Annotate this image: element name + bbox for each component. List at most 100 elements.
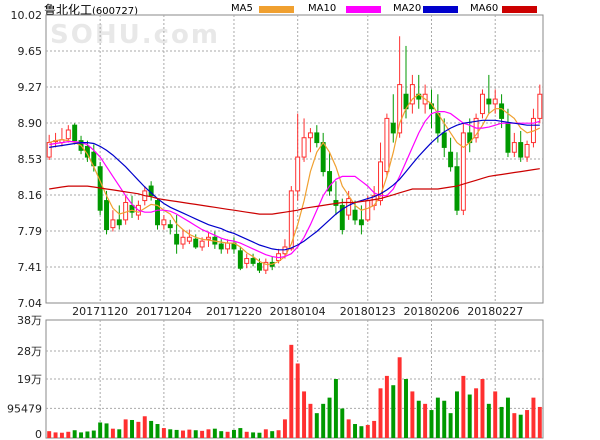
volume-bar — [219, 431, 224, 438]
volume-bar — [404, 379, 408, 438]
price-tick-label: 7.79 — [18, 225, 43, 238]
volume-bar — [53, 432, 58, 438]
date-tick-label: 20180206 — [403, 305, 459, 318]
candle-body — [301, 137, 307, 158]
volume-bar — [359, 426, 364, 438]
volume-bar — [193, 430, 198, 438]
volume-bar — [98, 422, 103, 438]
volume-bar — [499, 406, 504, 438]
volume-tick-label: 28万 — [17, 345, 42, 358]
volume-bar — [416, 400, 421, 438]
volume-bar — [117, 429, 122, 438]
volume-bar — [155, 424, 160, 438]
stock-code: (600727) — [92, 6, 138, 17]
candle-body — [295, 156, 301, 192]
candle-body — [225, 242, 231, 250]
legend-ma5: MA5 — [231, 3, 294, 14]
volume-bar — [461, 375, 466, 438]
volume-bar — [47, 431, 52, 438]
volume-bar — [231, 429, 236, 438]
volume-bar — [525, 410, 530, 438]
candle-body — [378, 161, 383, 202]
volume-bar — [270, 431, 275, 438]
price-tick-label: 10.02 — [11, 9, 43, 22]
date-tick-label: 20180227 — [467, 305, 523, 318]
candle-body — [72, 124, 78, 142]
legend-ma10-label: MA10 — [308, 3, 337, 14]
candle-body — [46, 142, 52, 158]
candle-body — [518, 142, 524, 158]
volume-bar — [314, 413, 319, 438]
candle-body — [511, 142, 517, 153]
volume-tick-label: 95479 — [7, 402, 42, 415]
volume-bar — [136, 421, 141, 438]
volume-bar — [206, 429, 211, 438]
candle-body — [206, 236, 211, 240]
volume-bar — [384, 375, 389, 438]
volume-bar — [244, 431, 249, 438]
candle-body — [390, 122, 396, 134]
legend-ma5-swatch — [259, 6, 294, 13]
candle-body — [174, 233, 180, 245]
candle-body — [454, 166, 460, 211]
volume-bar — [282, 419, 287, 438]
candle-body — [384, 117, 390, 173]
candle-body — [263, 261, 269, 271]
candle-body — [104, 200, 110, 231]
candle-body — [352, 209, 358, 221]
volume-bar — [142, 416, 147, 438]
candle-body — [397, 84, 403, 134]
volume-bar — [378, 388, 383, 438]
legend-ma20-label: MA20 — [393, 3, 422, 14]
candle-body — [492, 98, 498, 105]
candle-body — [244, 258, 250, 264]
candle-body — [161, 219, 167, 226]
volume-bar — [340, 408, 345, 438]
price-tick-label: 8.16 — [18, 189, 43, 202]
candle-body — [256, 262, 262, 271]
volume-bar — [512, 413, 517, 438]
volume-bar — [289, 344, 294, 438]
volume-bar — [505, 397, 510, 438]
volume-bar — [391, 385, 396, 438]
candle-body — [524, 144, 530, 158]
volume-bar — [174, 429, 179, 438]
candle-body — [537, 93, 543, 119]
date-tick-label: 20180104 — [270, 305, 326, 318]
candle-body — [307, 132, 313, 139]
volume-bar — [537, 406, 542, 438]
date-tick-label: 20171204 — [136, 305, 192, 318]
legend-ma10: MA10 — [308, 3, 381, 14]
volume-bar — [187, 429, 192, 438]
volume-bar — [365, 424, 370, 438]
stock-name: 鲁北化工 — [44, 3, 93, 17]
candle-body — [155, 200, 160, 226]
volume-bar — [474, 388, 479, 438]
volume-bar — [435, 397, 440, 438]
volume-bar — [455, 391, 459, 438]
candle-body — [365, 200, 371, 221]
candle-body — [110, 219, 116, 229]
volume-bar — [486, 403, 491, 438]
candle-body — [460, 132, 466, 211]
legend-ma5-label: MA5 — [231, 3, 253, 14]
candle-body — [186, 236, 192, 242]
ma20-line — [49, 119, 540, 251]
volume-bar — [181, 430, 185, 438]
price-tick-label: 7.04 — [18, 297, 43, 310]
volume-bar — [429, 410, 434, 438]
volume-bar — [308, 403, 313, 438]
volume-bar — [238, 428, 243, 438]
candle-body — [409, 84, 415, 105]
volume-tick-label: 0 — [35, 428, 42, 440]
volume-bar — [251, 432, 256, 438]
volume-bar — [302, 391, 307, 438]
stock-title: 鲁北化工(600727) — [44, 1, 138, 18]
volume-bar — [110, 428, 115, 438]
legend-ma20-swatch — [423, 6, 458, 13]
volume-bar — [531, 397, 536, 438]
legend-ma60-label: MA60 — [470, 3, 499, 14]
volume-bar — [276, 430, 281, 438]
